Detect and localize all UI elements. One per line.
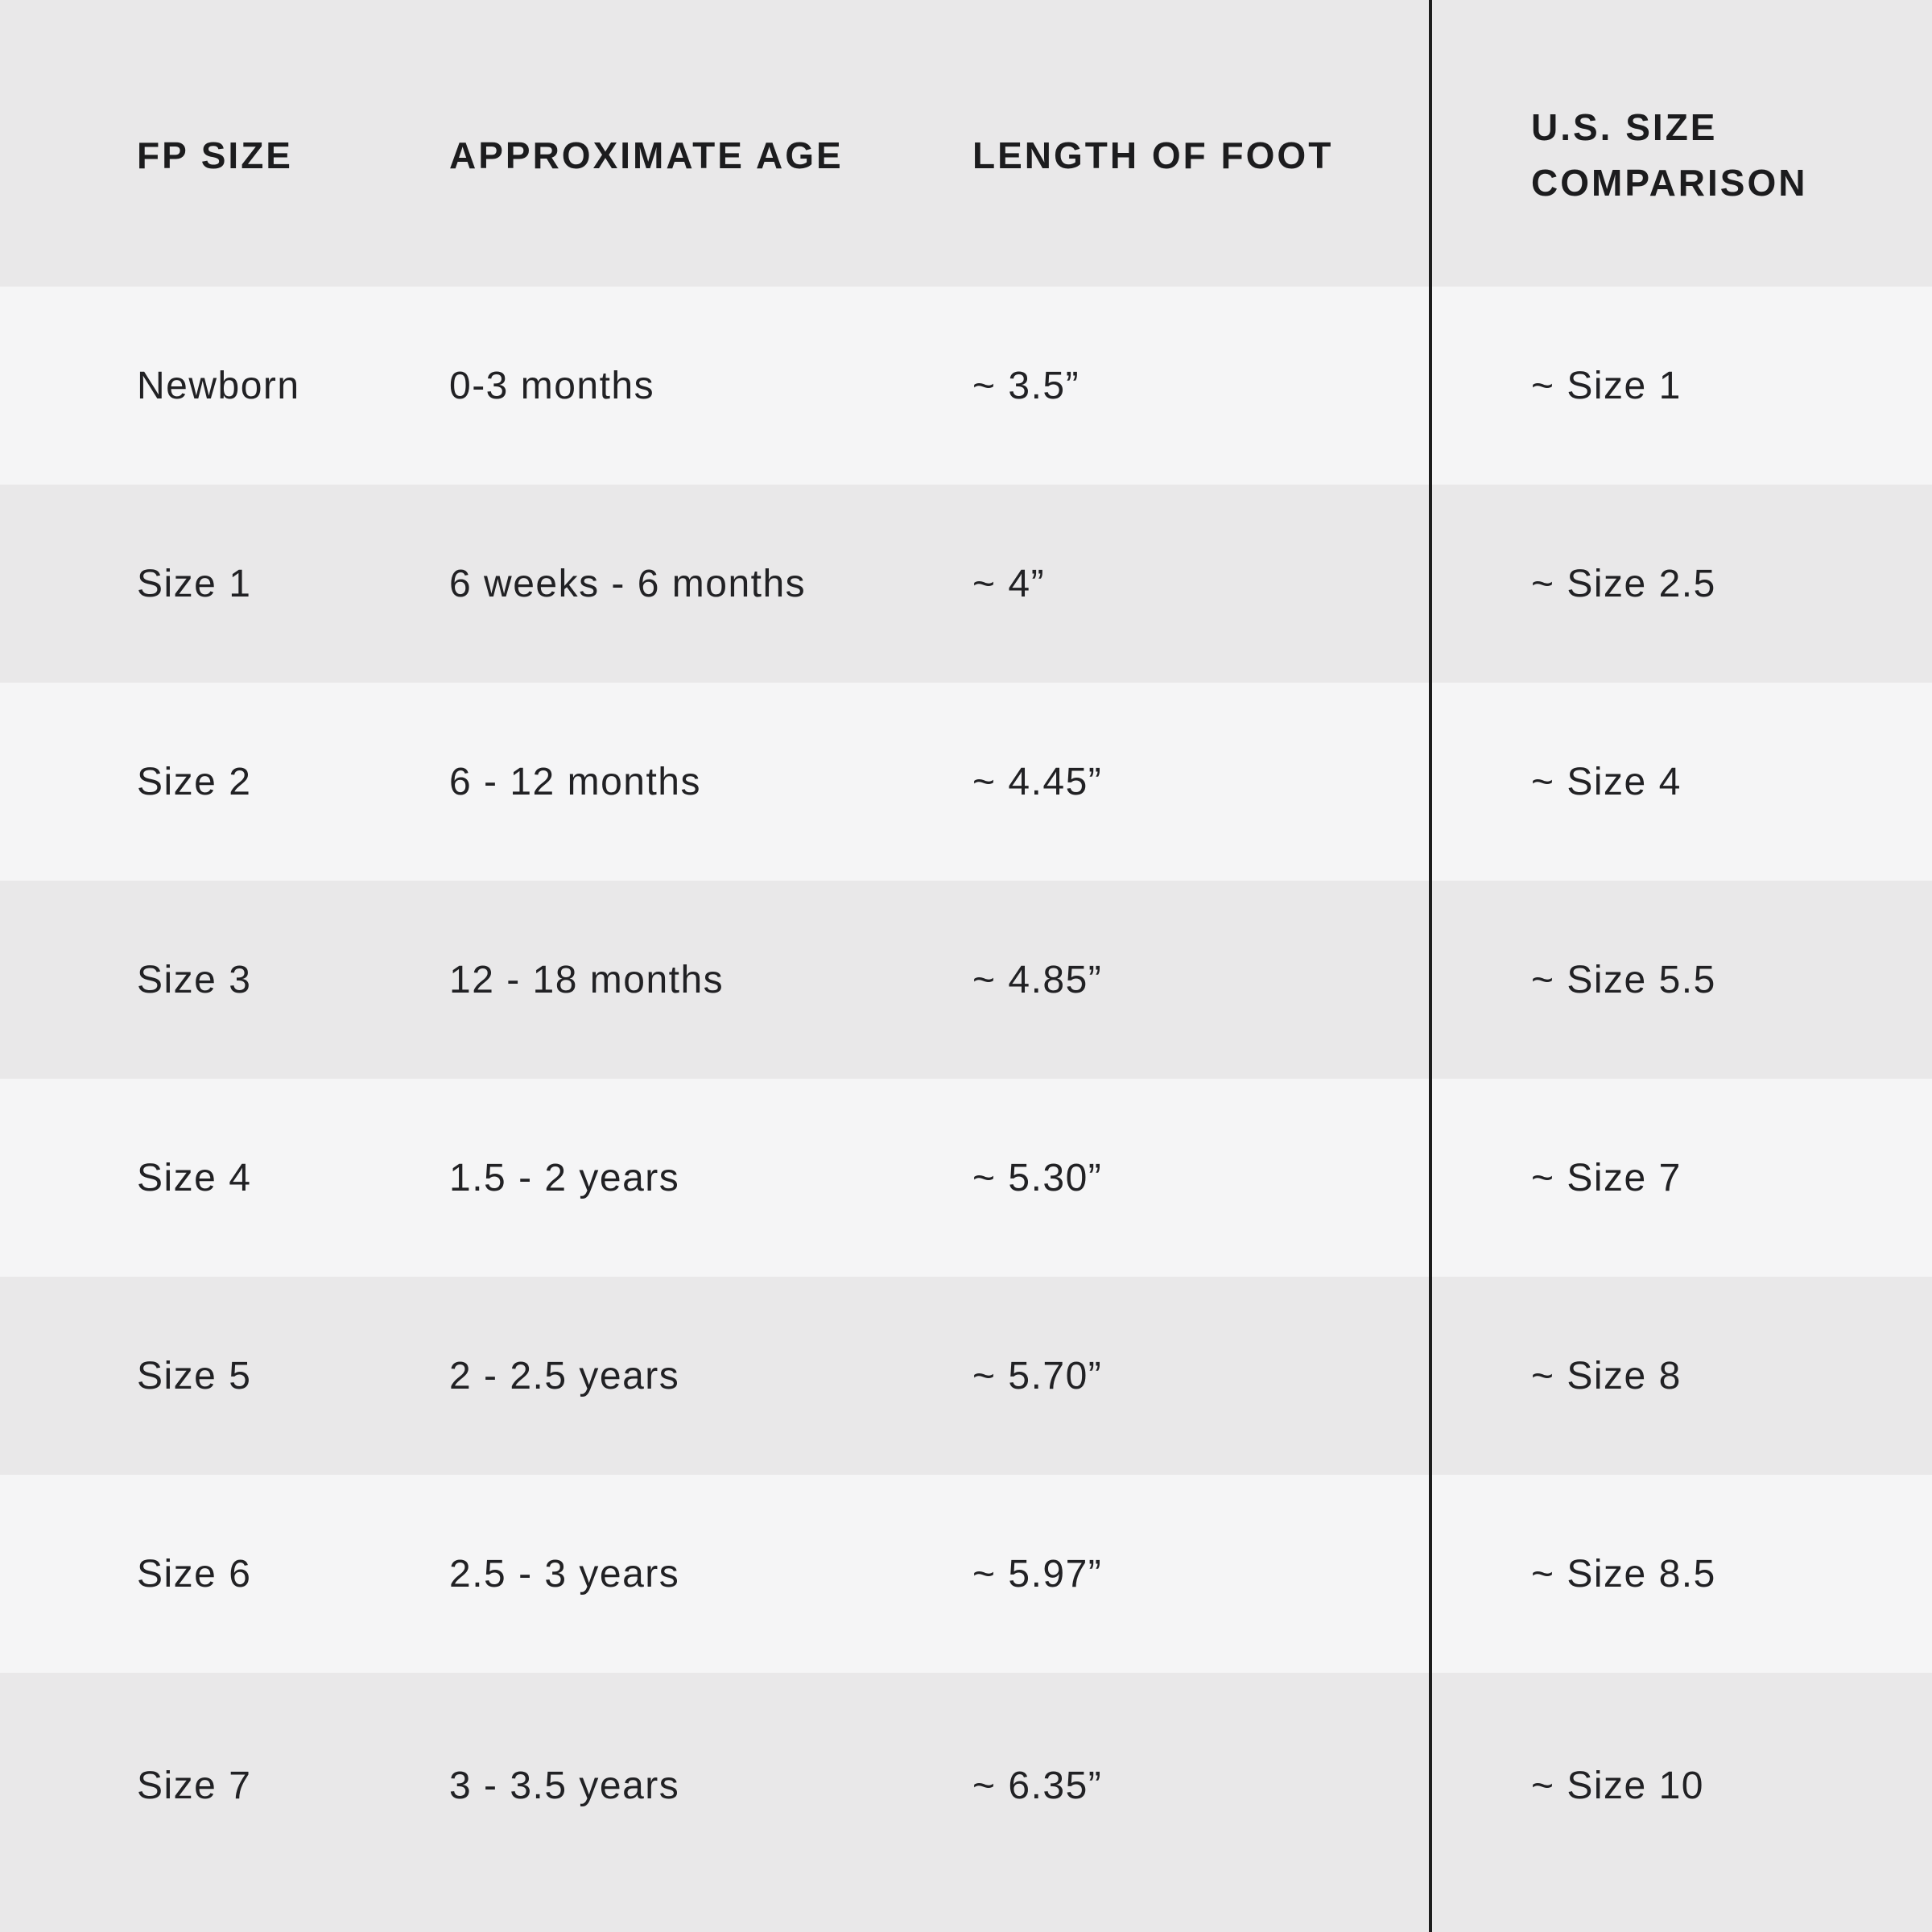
column-header-fp-size: FP SIZE — [137, 134, 293, 176]
fp-size-cell: Size 2 — [137, 760, 252, 803]
us-size-cell: ~ Size 4 — [1531, 760, 1682, 803]
fp-size-cell: Size 1 — [137, 562, 252, 605]
foot-length-cell: ~ 4.45” — [972, 760, 1103, 803]
fp-size-cell: Size 6 — [137, 1552, 252, 1596]
foot-length-cell: ~ 5.30” — [972, 1156, 1103, 1199]
foot-length-cell: ~ 4.85” — [972, 958, 1103, 1001]
table-row-size-3: Size 3 12 - 18 months ~ 4.85” ~ Size 5.5 — [0, 881, 1932, 1079]
foot-length-cell: ~ 3.5” — [972, 364, 1080, 407]
age-cell: 12 - 18 months — [449, 958, 724, 1001]
table-row-size-1: Size 1 6 weeks - 6 months ~ 4” ~ Size 2.… — [0, 485, 1932, 683]
column-header-length-of-foot: LENGTH OF FOOT — [972, 134, 1334, 176]
age-cell: 2 - 2.5 years — [449, 1354, 680, 1397]
age-cell: 0-3 months — [449, 364, 655, 407]
foot-length-cell: ~ 4” — [972, 562, 1046, 605]
column-header-us-size-comparison: U.S. SIZE COMPARISON — [1430, 100, 1932, 211]
us-size-cell: ~ Size 8 — [1531, 1354, 1682, 1397]
fp-size-cell: Size 7 — [137, 1764, 252, 1807]
table-row-size-6: Size 6 2.5 - 3 years ~ 5.97” ~ Size 8.5 — [0, 1475, 1932, 1673]
fp-size-cell: Size 4 — [137, 1156, 252, 1199]
foot-length-cell: ~ 5.97” — [972, 1552, 1103, 1596]
table-row-size-7: Size 7 3 - 3.5 years ~ 6.35” ~ Size 10 — [0, 1673, 1932, 1932]
age-cell: 1.5 - 2 years — [449, 1156, 680, 1199]
us-size-cell: ~ Size 1 — [1531, 364, 1682, 407]
table-row-size-4: Size 4 1.5 - 2 years ~ 5.30” ~ Size 7 — [0, 1079, 1932, 1277]
column-divider-line — [1429, 0, 1432, 1932]
fp-size-cell: Newborn — [137, 364, 300, 407]
foot-length-cell: ~ 6.35” — [972, 1764, 1103, 1807]
fp-size-cell: Size 5 — [137, 1354, 252, 1397]
table-row-newborn: Newborn 0-3 months ~ 3.5” ~ Size 1 — [0, 287, 1932, 485]
us-size-cell: ~ Size 2.5 — [1531, 562, 1716, 605]
foot-length-cell: ~ 5.70” — [972, 1354, 1103, 1397]
table-row-size-2: Size 2 6 - 12 months ~ 4.45” ~ Size 4 — [0, 683, 1932, 881]
column-header-approximate-age: APPROXIMATE AGE — [449, 134, 844, 176]
table-row-size-5: Size 5 2 - 2.5 years ~ 5.70” ~ Size 8 — [0, 1277, 1932, 1475]
us-size-cell: ~ Size 5.5 — [1531, 958, 1716, 1001]
column-header-us-size-comparison-label: U.S. SIZE COMPARISON — [1531, 106, 1808, 204]
age-cell: 6 - 12 months — [449, 760, 701, 803]
fp-size-cell: Size 3 — [137, 958, 252, 1001]
age-cell: 2.5 - 3 years — [449, 1552, 680, 1596]
us-size-cell: ~ Size 8.5 — [1531, 1552, 1716, 1596]
table-header-row: FP SIZE APPROXIMATE AGE LENGTH OF FOOT U… — [0, 0, 1932, 287]
age-cell: 6 weeks - 6 months — [449, 562, 807, 605]
age-cell: 3 - 3.5 years — [449, 1764, 680, 1807]
us-size-cell: ~ Size 7 — [1531, 1156, 1682, 1199]
us-size-cell: ~ Size 10 — [1531, 1764, 1704, 1807]
